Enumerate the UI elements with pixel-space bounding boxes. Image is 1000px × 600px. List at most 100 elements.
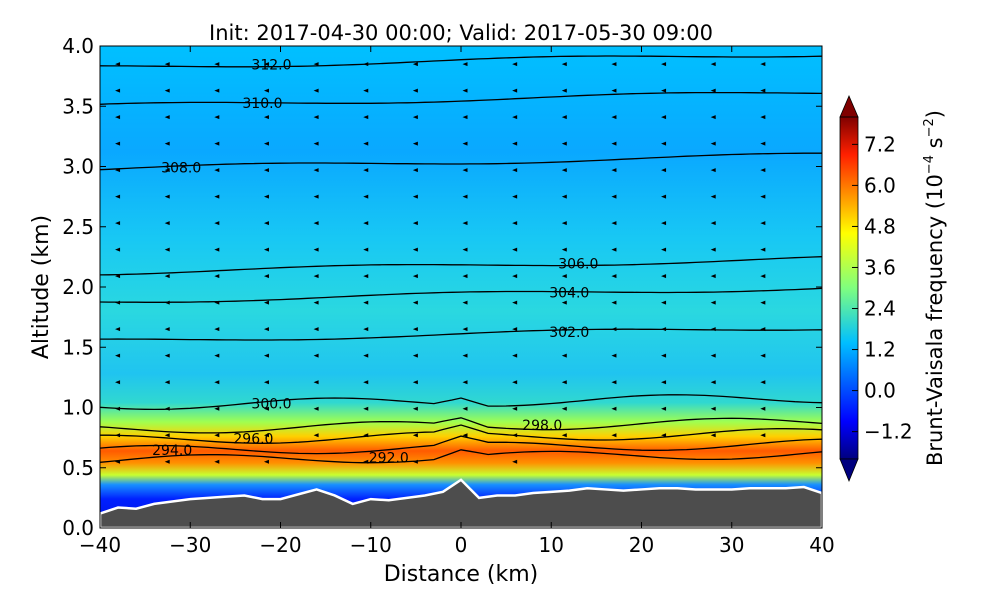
wind-arrow <box>115 380 121 385</box>
wind-arrow <box>214 406 220 411</box>
theta-contour-label: 294.0 <box>152 443 192 459</box>
wind-arrow <box>412 247 418 252</box>
wind-arrow <box>512 62 518 67</box>
x-tick-label: 30 <box>719 533 744 557</box>
wind-arrow <box>363 168 369 173</box>
colorbar: −1.2 0.0 1.2 2.4 3.6 4.8 6.0 7.2 Brunt-Vaisala … <box>839 94 947 483</box>
wind-arrow <box>115 88 121 93</box>
wind-arrow <box>512 459 518 464</box>
contour-labels: 292.0 294.0 296.0 298.0 300.0 302.0 304.0 306.0… <box>152 57 598 466</box>
theta-contour-label: 306.0 <box>558 256 598 272</box>
wind-arrow <box>760 88 766 93</box>
wind-arrow <box>164 88 170 93</box>
wind-arrow <box>263 141 269 146</box>
wind-arrow <box>313 353 319 358</box>
wind-arrow <box>263 194 269 199</box>
wind-arrow <box>561 62 567 67</box>
wind-arrow <box>115 433 121 438</box>
wind-arrow <box>661 353 667 358</box>
wind-arrow <box>760 62 766 67</box>
wind-arrow <box>661 115 667 120</box>
wind-arrow <box>412 433 418 438</box>
wind-arrow <box>214 141 220 146</box>
wind-arrow <box>263 300 269 305</box>
wind-arrow <box>263 327 269 332</box>
wind-arrow <box>561 141 567 146</box>
wind-arrow <box>363 353 369 358</box>
wind-arrow <box>214 300 220 305</box>
wind-arrow <box>462 247 468 252</box>
wind-arrow <box>611 274 617 279</box>
wind-arrow <box>412 194 418 199</box>
wind-arrow <box>313 168 319 173</box>
wind-arrow <box>164 194 170 199</box>
wind-arrow <box>611 141 617 146</box>
wind-arrow <box>760 194 766 199</box>
wind-arrow <box>661 194 667 199</box>
wind-arrow <box>214 353 220 358</box>
wind-arrow <box>661 62 667 67</box>
wind-arrow <box>313 221 319 226</box>
wind-arrow <box>760 327 766 332</box>
theta-contour-line <box>100 256 822 276</box>
wind-arrow <box>363 380 369 385</box>
wind-arrow <box>164 247 170 252</box>
wind-arrow <box>214 247 220 252</box>
chart-title: Init: 2017-04-30 00:00; Valid: 2017-05-3… <box>209 21 713 45</box>
wind-arrow <box>164 353 170 358</box>
wind-arrow <box>412 274 418 279</box>
plot-area <box>100 46 822 528</box>
wind-arrow <box>512 141 518 146</box>
wind-arrow <box>115 194 121 199</box>
theta-contour-label: 302.0 <box>549 325 589 341</box>
wind-arrow <box>412 141 418 146</box>
wind-arrow <box>313 88 319 93</box>
wind-arrow <box>462 115 468 120</box>
wind-arrow <box>710 433 716 438</box>
colorbar-fill <box>839 116 859 460</box>
wind-arrow <box>512 168 518 173</box>
wind-arrow <box>263 88 269 93</box>
wind-arrow <box>412 300 418 305</box>
wind-arrow <box>661 274 667 279</box>
wind-arrow <box>313 406 319 411</box>
wind-arrow <box>363 88 369 93</box>
wind-arrow <box>412 380 418 385</box>
wind-arrow <box>561 247 567 252</box>
wind-arrow <box>611 221 617 226</box>
wind-arrow <box>561 353 567 358</box>
wind-arrow <box>313 380 319 385</box>
theta-contour-label: 292.0 <box>369 451 409 467</box>
wind-arrow <box>363 141 369 146</box>
wind-arrow <box>512 221 518 226</box>
wind-arrow <box>760 221 766 226</box>
wind-arrow <box>164 406 170 411</box>
wind-arrow <box>611 327 617 332</box>
wind-arrow <box>462 274 468 279</box>
x-axis-label: Distance (km) <box>384 562 539 587</box>
colorbar-extend-bottom <box>839 458 859 483</box>
wind-arrow <box>710 141 716 146</box>
wind-arrow <box>462 433 468 438</box>
wind-arrow <box>661 300 667 305</box>
wind-arrow <box>164 300 170 305</box>
wind-arrow <box>115 459 121 464</box>
x-tick-label: 20 <box>629 533 654 557</box>
wind-arrow <box>412 115 418 120</box>
y-tick-label: 0.5 <box>62 456 94 480</box>
wind-arrow <box>611 406 617 411</box>
wind-arrow <box>710 274 716 279</box>
wind-arrow <box>115 141 121 146</box>
wind-arrow <box>512 380 518 385</box>
wind-arrow <box>115 406 121 411</box>
wind-arrow <box>611 115 617 120</box>
y-axis: 0.0 0.5 1.0 1.5 2.0 2.5 3.0 3.5 4.0 <box>62 34 822 540</box>
x-tick-label: 0 <box>455 533 468 557</box>
wind-arrow <box>561 88 567 93</box>
colorbar-tick-label: 7.2 <box>864 132 896 156</box>
theta-contour-label: 312.0 <box>251 57 291 73</box>
colorbar-extend-top <box>840 96 858 117</box>
wind-arrow <box>462 406 468 411</box>
wind-arrow <box>561 433 567 438</box>
